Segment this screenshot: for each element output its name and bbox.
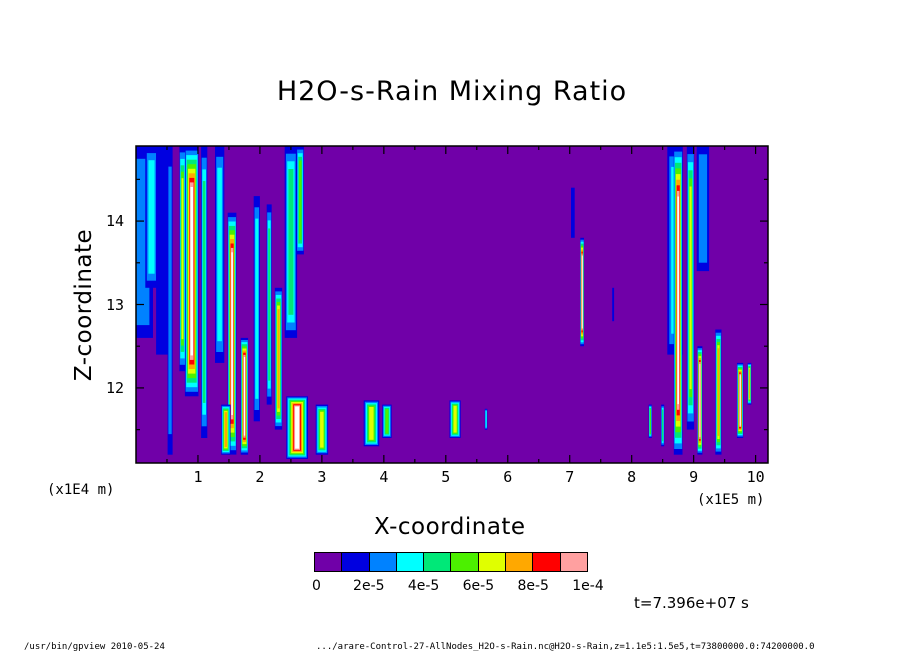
feature-9-level-7 bbox=[224, 412, 227, 448]
x-tick-label-8: 8 bbox=[627, 468, 637, 486]
y-tick-label-12: 12 bbox=[106, 378, 125, 397]
x-axis-label: X-coordinate bbox=[374, 514, 526, 540]
x-tick-label-7: 7 bbox=[565, 468, 575, 486]
feature-22-level-1 bbox=[571, 187, 575, 238]
colorbar-swatch-0 bbox=[315, 553, 343, 571]
colorbar-swatch-1 bbox=[342, 553, 370, 571]
feature-30-level-2 bbox=[698, 154, 708, 263]
colorbar-label-5: 1e-4 bbox=[572, 578, 604, 594]
feature-14-level-4 bbox=[288, 169, 294, 315]
feature-5-level-6 bbox=[181, 178, 184, 340]
feature-18-level-6 bbox=[369, 407, 374, 440]
feature-4-level-10 bbox=[190, 187, 193, 356]
colorbar-swatch-5 bbox=[451, 553, 479, 571]
feature-26-level-4 bbox=[662, 409, 664, 442]
feature-31-level-10 bbox=[699, 364, 701, 437]
time-label: t=7.396e+07 s bbox=[634, 594, 749, 612]
y-tick-label-13: 13 bbox=[106, 295, 125, 314]
feature-12-level-4 bbox=[268, 228, 271, 381]
feature-19-level-5 bbox=[385, 409, 389, 434]
feature-15-level-5 bbox=[299, 160, 302, 240]
colorbar-label-3: 6e-5 bbox=[462, 578, 495, 594]
x-tick-label-4: 4 bbox=[379, 468, 389, 486]
colorbar-swatch-7 bbox=[506, 553, 534, 571]
feature-23-level-10 bbox=[581, 255, 583, 329]
feature-17-level-6 bbox=[320, 411, 324, 448]
x-tick-label-2: 2 bbox=[255, 468, 265, 486]
feature-33-level-10 bbox=[739, 375, 741, 426]
colorbar-label-1: 2e-5 bbox=[353, 578, 385, 594]
x-tick-label-9: 9 bbox=[689, 468, 699, 486]
chart-title: H2O-s-Rain Mixing Ratio bbox=[276, 76, 628, 107]
heatmap-field bbox=[136, 146, 768, 463]
x-tick-label-5: 5 bbox=[441, 468, 451, 486]
feature-11-level-3 bbox=[255, 218, 259, 399]
y-axis-label: Z-coordinate bbox=[71, 228, 97, 382]
y-tick-label-14: 14 bbox=[106, 212, 125, 231]
colorbar-label-0: 0 bbox=[312, 578, 321, 594]
feature-20-level-6 bbox=[453, 405, 457, 433]
feature-6-level-4 bbox=[202, 181, 206, 403]
feature-21-level-3 bbox=[485, 410, 487, 428]
feature-32-level-7 bbox=[717, 348, 720, 436]
colorbar-swatch-3 bbox=[396, 553, 425, 571]
colorbar bbox=[314, 552, 588, 572]
feature-28-level-10 bbox=[677, 196, 679, 405]
footer-program-date: /usr/bin/gpview 2010-05-24 bbox=[24, 642, 165, 652]
feature-24-level-1 bbox=[612, 287, 615, 322]
axis-ticks bbox=[136, 146, 768, 463]
feature-25-level-5 bbox=[649, 409, 651, 434]
feature-13-level-7 bbox=[277, 309, 280, 409]
feature-29-level-6 bbox=[689, 186, 692, 390]
x-axis-unit-left: (x1E4 m) bbox=[47, 482, 115, 498]
feature-3-level-2 bbox=[168, 166, 172, 435]
feature-7-level-3 bbox=[217, 167, 222, 342]
x-tick-label-6: 6 bbox=[503, 468, 513, 486]
colorbar-swatch-4 bbox=[424, 553, 452, 571]
feature-34-level-7 bbox=[748, 369, 750, 399]
colorbar-label-4: 8e-5 bbox=[517, 578, 549, 594]
footer-file-path: .../arare-Control-27-AllNodes_H2O-s-Rain… bbox=[316, 642, 815, 652]
x-axis-unit-right: (x1E5 m) bbox=[697, 492, 765, 508]
colorbar-label-2: 4e-5 bbox=[407, 578, 440, 594]
x-tick-label-3: 3 bbox=[317, 468, 327, 486]
colorbar-swatch-9 bbox=[560, 553, 587, 571]
feature-1-level-3 bbox=[148, 160, 155, 274]
x-tick-label-1: 1 bbox=[193, 468, 203, 486]
colorbar-swatch-8 bbox=[533, 553, 561, 571]
colorbar-swatch-2 bbox=[369, 553, 397, 571]
feature-8-level-10 bbox=[231, 252, 233, 415]
feature-16-level-10 bbox=[295, 406, 299, 449]
feature-10-level-10 bbox=[243, 357, 246, 436]
colorbar-swatch-6 bbox=[478, 553, 507, 571]
x-tick-label-10: 10 bbox=[746, 468, 765, 486]
